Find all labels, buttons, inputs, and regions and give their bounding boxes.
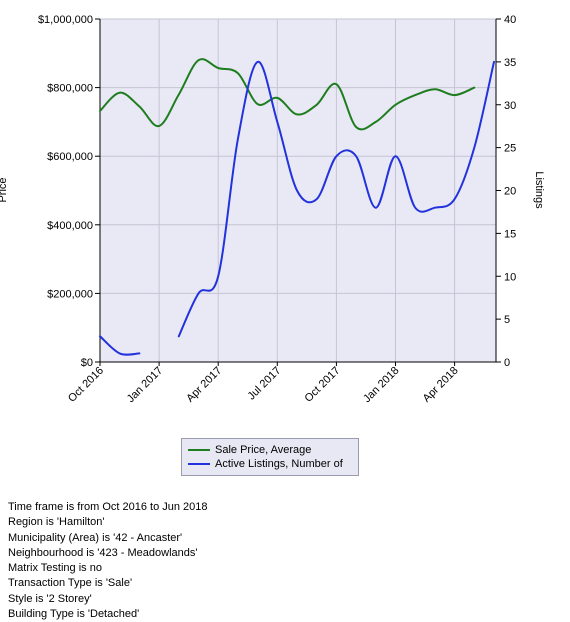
series-line-sale-price-average [99,58,476,131]
x-tick-label: Oct 2017 [302,365,342,405]
series-line-active-listings-number-of [177,60,495,338]
x-tick-label: Jan 2018 [361,365,401,405]
series-sale-price-average [99,58,476,131]
criteria-line: Region is 'Hamilton' [8,516,105,529]
legend-swatch-active-listings [188,463,210,465]
right-tick-label: 20 [504,186,516,198]
criteria-line: Municipality (Area) is '42 - Ancaster' [8,531,183,544]
series-line-active-listings-number-of [99,335,141,356]
left-axis-ticks: $0 $200,000 $400,000 $600,000 $800,000 $1,000… [38,14,100,369]
legend-item-active-listings: Active Listings, Number of [188,457,358,471]
criteria-line: Time frame is from Oct 2016 to Jun 2018 [8,501,208,513]
x-axis-ticks: Oct 2016 Jan 2017 Apr 2017 Jul 2017 Oct 2017… [66,362,461,405]
grid-lines [99,18,496,363]
legend-item-sale-price: Sale Price, Average [188,443,358,457]
criteria-line: Transaction Type is 'Sale' [8,577,133,590]
right-tick-label: 35 [504,57,516,69]
right-tick-label: 25 [504,143,516,155]
legend-label-active-listings: Active Listings, Number of [215,458,343,470]
x-tick-label: Apr 2018 [421,365,461,405]
criteria-line: Style is '2 Storey' [8,592,92,605]
search-criteria: Time frame is from Oct 2016 to Jun 2018 … [8,500,208,622]
price-listings-chart: $0 $200,000 $400,000 $600,000 $800,000 $1,000… [0,14,545,405]
left-tick-label: $1,000,000 [38,14,93,26]
right-tick-label: 30 [504,100,516,112]
left-axis-title: Price [0,177,9,202]
x-tick-label: Jul 2017 [246,365,284,403]
criteria-line: Matrix Testing is no [8,562,102,575]
series-active-listings-number-of [99,60,495,356]
left-tick-label: $800,000 [47,83,93,95]
left-tick-label: $400,000 [47,220,93,232]
legend-label-sale-price: Sale Price, Average [215,444,312,456]
left-tick-label: $600,000 [47,151,93,163]
right-axis-ticks: 0 5 10 15 20 25 30 35 40 [496,14,516,369]
criteria-line: Neighbourhood is '423 - Meadowlands' [8,546,198,559]
left-tick-label: $0 [81,357,93,369]
left-tick-label: $200,000 [47,288,93,300]
right-tick-label: 5 [504,314,510,326]
chart-legend: Sale Price, Average Active Listings, Num… [181,438,359,476]
x-tick-label: Apr 2017 [184,365,224,405]
right-tick-label: 15 [504,228,516,240]
right-axis-title: Listings [533,171,545,209]
criteria-line: Building Type is 'Detached' [8,608,140,621]
x-tick-label: Jan 2017 [125,365,165,405]
series-layer [99,58,495,356]
right-tick-label: 0 [504,357,510,369]
right-tick-label: 40 [504,14,516,26]
x-tick-label: Oct 2016 [66,365,106,405]
legend-swatch-sale-price [188,449,210,451]
right-tick-label: 10 [504,271,516,283]
